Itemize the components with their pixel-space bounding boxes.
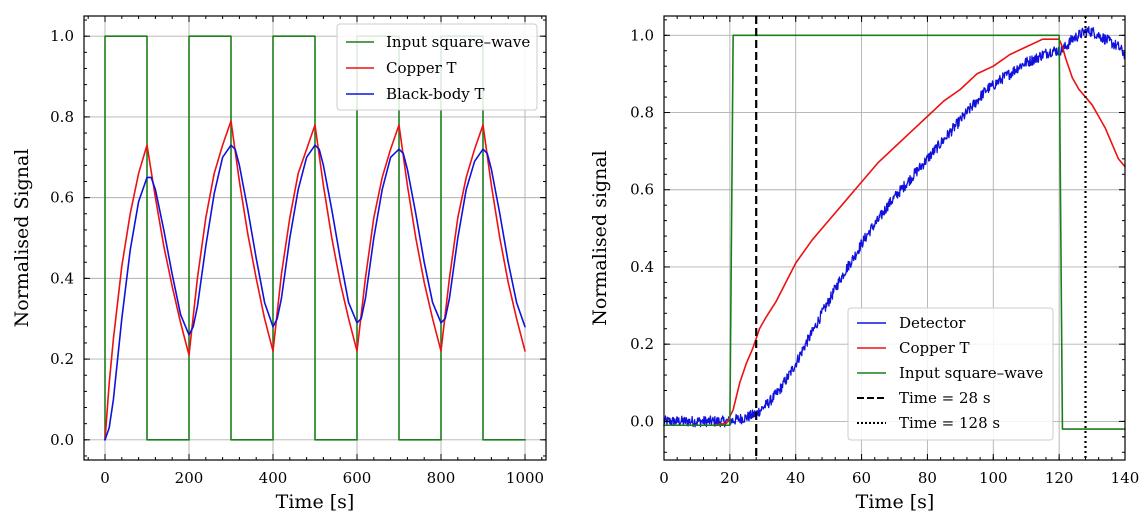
left-series-copper-t xyxy=(104,120,526,441)
left-x-axis-label: Time [s] xyxy=(276,491,355,513)
left-plot-frame xyxy=(83,15,547,461)
left-y-tick-label: 0.4 xyxy=(50,269,74,287)
left-legend: Input square–wave Copper T Black-body T xyxy=(336,23,538,111)
right-x-tick-label: 140 xyxy=(1111,469,1140,487)
right-x-tick-label: 120 xyxy=(1045,469,1074,487)
left-x-tick-label: 200 xyxy=(175,469,204,487)
left-series-group xyxy=(104,35,526,441)
right-legend-label-detector: Detector xyxy=(899,314,966,332)
left-y-tick-label: 0.0 xyxy=(50,431,74,449)
right-x-tick-label: 100 xyxy=(979,469,1008,487)
right-y-tick-label: 0.6 xyxy=(630,181,654,199)
right-legend-box xyxy=(847,307,1054,441)
right-x-tick-label: 20 xyxy=(720,469,739,487)
left-y-tick-label: 1.0 xyxy=(50,27,74,45)
right-y-tick-label: 0.0 xyxy=(630,412,654,430)
left-x-tick-label: 1000 xyxy=(506,469,544,487)
left-x-tick-label: 400 xyxy=(259,469,288,487)
left-ticks: 0 200 400 600 800 1000 0.0 0.2 0.4 0.6 0.8 1.0 xyxy=(50,16,546,487)
right-y-tick-label: 0.8 xyxy=(630,104,654,122)
left-series-input-square-wave xyxy=(104,35,526,441)
left-legend-label-input: Input square–wave xyxy=(386,33,530,51)
left-x-tick-label: 800 xyxy=(427,469,456,487)
left-y-tick-label: 0.8 xyxy=(50,108,74,126)
right-y-axis-label: Normalised signal xyxy=(589,150,611,325)
left-chart: 0 200 400 600 800 1000 0.0 0.2 0.4 0.6 0.8 1.0 Time… xyxy=(11,15,547,513)
right-y-tick-label: 1.0 xyxy=(630,26,654,44)
left-x-tick-label: 0 xyxy=(100,469,110,487)
left-y-tick-label: 0.6 xyxy=(50,189,74,207)
left-legend-box xyxy=(336,23,538,111)
right-y-tick-label: 0.4 xyxy=(630,258,654,276)
right-series-detector xyxy=(663,26,1126,428)
right-series-input-square-wave xyxy=(663,34,1126,430)
left-series-black-body-t xyxy=(104,144,526,441)
right-x-tick-label: 40 xyxy=(786,469,805,487)
right-ticks: 0 20 40 60 80 100 120 140 0.0 0.2 0.4 0.6 0.8 1.0 xyxy=(630,16,1139,487)
right-legend-label-128s: Time = 128 s xyxy=(899,414,1000,432)
right-series-group xyxy=(663,26,1126,430)
right-y-tick-label: 0.2 xyxy=(630,335,654,353)
right-legend-label-28s: Time = 28 s xyxy=(899,389,991,407)
right-plot-frame xyxy=(663,15,1126,461)
left-x-tick-label: 600 xyxy=(343,469,372,487)
right-x-tick-label: 0 xyxy=(659,469,669,487)
right-x-tick-label: 80 xyxy=(918,469,937,487)
left-y-tick-label: 0.2 xyxy=(50,350,74,368)
right-x-tick-label: 60 xyxy=(852,469,871,487)
left-y-axis-label: Normalised Signal xyxy=(11,149,33,328)
left-legend-label-blackbody: Black-body T xyxy=(386,85,485,103)
right-legend: Detector Copper T Input square–wave Time… xyxy=(847,307,1054,441)
right-x-axis-label: Time [s] xyxy=(856,491,935,513)
right-vertical-markers xyxy=(755,16,1087,460)
left-legend-label-copper: Copper T xyxy=(386,59,457,77)
right-legend-label-copper: Copper T xyxy=(899,339,970,357)
right-series-copper-t xyxy=(663,38,1126,427)
right-legend-label-input: Input square–wave xyxy=(899,364,1043,382)
right-chart: 0 20 40 60 80 100 120 140 0.0 0.2 0.4 0.6 0.8 1.0 Tim… xyxy=(589,15,1139,513)
